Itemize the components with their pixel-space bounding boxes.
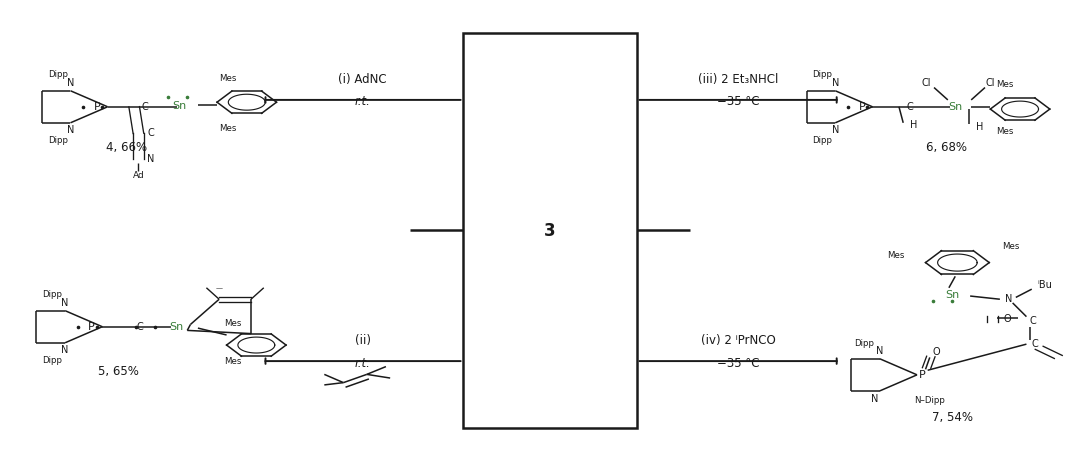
Text: N–Dipp: N–Dipp [914,396,945,406]
Text: C: C [1032,339,1038,349]
Text: N: N [1004,294,1012,304]
Text: Mes: Mes [225,357,242,366]
Text: Mes: Mes [219,124,236,133]
Text: O: O [1003,314,1011,324]
Text: (ii): (ii) [355,334,371,347]
Text: H: H [911,120,918,130]
Text: N: N [147,154,154,164]
Text: Mes: Mes [219,74,236,83]
Text: Sn: Sn [945,290,960,300]
Text: Dipp: Dipp [813,70,833,79]
Text: N: N [871,394,879,404]
Text: N: N [62,298,69,308]
Text: Sn: Sn [948,102,963,112]
Bar [463,34,637,427]
Text: Dipp: Dipp [813,136,833,145]
Text: N: N [832,125,839,135]
Text: Mes: Mes [997,128,1014,136]
Text: Dipp: Dipp [43,356,63,365]
Text: Dipp: Dipp [48,70,68,79]
Text: O: O [932,347,940,357]
Text: C: C [142,102,148,112]
Text: Mes: Mes [1002,242,1019,251]
Text: N: N [67,78,75,89]
Text: r.t.: r.t. [355,357,371,370]
Text: C: C [148,128,154,138]
Text: r.t.: r.t. [355,95,371,108]
Text: Mes: Mes [225,319,242,328]
Text: 4, 66%: 4, 66% [106,141,147,154]
Text: P: P [88,322,95,332]
Text: —: — [215,285,223,291]
Text: Cl: Cl [922,78,931,88]
Text: Cl: Cl [985,78,995,88]
Text: C: C [136,322,143,332]
Text: 3: 3 [544,221,556,240]
Text: 5, 65%: 5, 65% [98,365,138,378]
Text: N: N [876,347,884,356]
Text: C: C [1030,316,1036,326]
Text: Dipp: Dipp [854,339,874,348]
Text: 6, 68%: 6, 68% [927,141,967,154]
Text: N: N [62,345,69,355]
Text: Mes: Mes [887,251,904,260]
Text: H: H [976,122,983,132]
Text: (iv) 2 ⁱPrNCO: (iv) 2 ⁱPrNCO [701,334,776,347]
Text: (i) AdNC: (i) AdNC [339,73,387,86]
Text: Sn: Sn [169,322,184,332]
Text: Dipp: Dipp [48,136,68,145]
Text: Mes: Mes [997,80,1014,89]
Text: N: N [67,125,75,135]
Text: N: N [832,78,839,89]
Text: Sn: Sn [173,101,187,111]
Text: 7, 54%: 7, 54% [932,411,972,424]
Text: C: C [906,102,913,112]
Text: ⁱBu: ⁱBu [1037,280,1052,290]
Text: Ad: Ad [132,171,144,180]
Text: −35 °C: −35 °C [718,357,759,370]
Text: (iii) 2 Et₃NHCl: (iii) 2 Et₃NHCl [699,73,779,86]
Text: Dipp: Dipp [43,290,63,299]
Text: P: P [94,102,100,112]
Text: P: P [858,102,865,112]
Text: −35 °C: −35 °C [718,95,759,108]
Text: P: P [919,370,925,380]
